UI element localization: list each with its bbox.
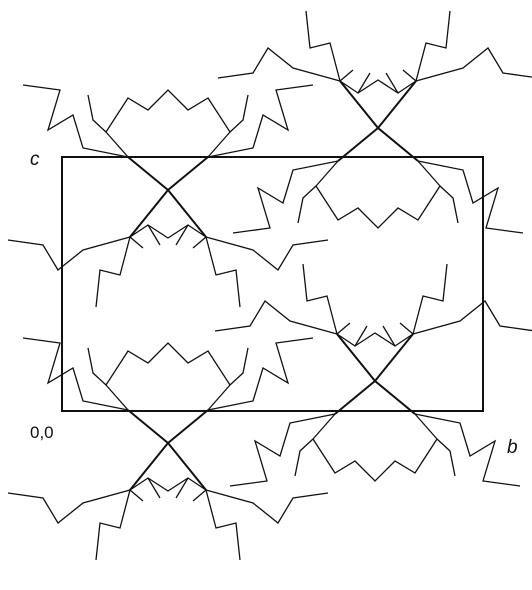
axis-c-label: c — [30, 149, 40, 170]
crystal-packing-diagram: c 0,0 b — [0, 0, 532, 590]
unit-cell — [62, 157, 483, 411]
origin-label: 0,0 — [30, 423, 54, 442]
axis-b-label: b — [507, 437, 518, 458]
molecules — [8, 11, 532, 560]
